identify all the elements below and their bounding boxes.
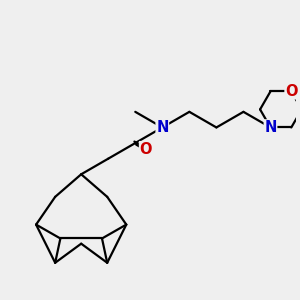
Text: O: O [140,142,152,157]
Text: N: N [264,120,277,135]
Text: N: N [156,120,169,135]
Text: O: O [285,84,298,99]
